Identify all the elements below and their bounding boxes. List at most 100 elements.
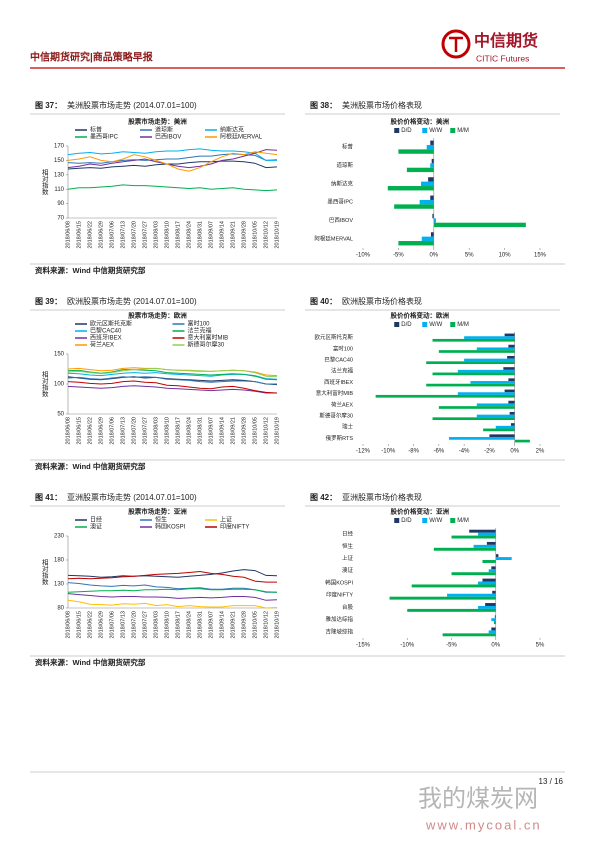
series-line	[67, 582, 277, 593]
bar	[476, 347, 515, 351]
x-tick-label: -4%	[459, 449, 470, 455]
x-tick-label: -6%	[434, 449, 445, 455]
figure-label: 图 40：	[310, 297, 337, 306]
bar	[432, 417, 515, 421]
bar	[464, 336, 515, 339]
x-tick-label: 2018/06/15	[76, 417, 82, 445]
category-label: 荷兰AEX	[331, 400, 353, 408]
y-tick-label: 50	[57, 412, 64, 418]
y-tick-label: 230	[54, 534, 65, 540]
y-axis-label: 相对指数	[40, 168, 48, 197]
y-axis-label: 相对指数	[40, 370, 48, 399]
chart-title: 股价价格变动：美洲	[391, 117, 450, 126]
bar	[483, 428, 515, 432]
category-label: 上证	[342, 554, 354, 562]
legend-label: 纳斯达克	[220, 126, 244, 134]
x-tick-label: 2018/08/10	[164, 417, 170, 445]
x-tick-label: 2018/09/21	[230, 417, 236, 445]
x-tick-label: 2018/09/07	[208, 417, 214, 445]
series-line	[67, 380, 278, 394]
bar	[504, 389, 515, 393]
y-tick-label: 70	[57, 216, 64, 222]
series-line	[67, 149, 278, 169]
page-number: 13 / 16	[539, 777, 564, 786]
x-tick-label: 2018/09/07	[208, 221, 214, 249]
series-line	[67, 570, 277, 583]
x-tick-label: 2018/06/22	[87, 221, 93, 249]
category-label: 西班牙IBEX	[324, 378, 353, 386]
figure-caption: 美洲股票市场价格表现	[342, 100, 422, 110]
x-tick-label: 2018/07/27	[142, 611, 148, 639]
y-tick-label: 90	[57, 201, 64, 207]
category-label: 阿根廷MERVAL	[314, 234, 353, 242]
x-tick-label: 2018/06/22	[87, 611, 93, 639]
x-tick-label: 2018/10/05	[252, 417, 258, 445]
bar	[432, 213, 434, 219]
x-tick-label: 2018/06/22	[87, 417, 93, 445]
watermark-url: www.mycoal.cn	[425, 817, 542, 832]
category-label: 印度NIFTY	[326, 591, 353, 599]
chart-title: 股价价格变动：亚洲	[391, 507, 450, 516]
x-tick-label: -10%	[381, 449, 396, 455]
figure-label: 图 41：	[35, 493, 62, 502]
bar	[504, 333, 515, 337]
x-tick-label: 2018/09/21	[230, 221, 236, 249]
category-label: 澳证	[342, 566, 354, 574]
legend-label: M/M	[457, 518, 469, 524]
figure-caption: 亚洲股票市场走势 (2014.07.01=100)	[67, 492, 197, 502]
series-line	[67, 599, 278, 609]
legend-swatch	[422, 322, 428, 327]
bar	[411, 584, 496, 588]
legend-swatch	[422, 518, 428, 523]
x-tick-label: 2018/10/19	[274, 221, 280, 249]
x-tick-label: 2018/07/06	[109, 221, 115, 249]
x-tick-label: 2018/08/31	[197, 417, 203, 445]
legend-swatch	[394, 128, 400, 133]
x-tick-label: 2018/07/13	[120, 611, 126, 639]
x-tick-label: -5%	[446, 643, 457, 649]
bar	[489, 434, 515, 438]
bar	[398, 241, 434, 246]
x-tick-label: 2018/07/20	[131, 417, 137, 445]
category-label: 标普	[342, 143, 354, 151]
y-tick-label: 100	[54, 382, 65, 388]
figure-caption: 亚洲股票市场价格表现	[342, 492, 422, 502]
bar	[421, 181, 434, 187]
bar	[387, 186, 434, 191]
category-label: 纳斯达克	[331, 179, 354, 187]
x-tick-label: 2018/07/20	[131, 221, 137, 249]
x-tick-label: 2018/10/19	[274, 417, 280, 445]
category-label: 道琼斯	[336, 161, 353, 169]
legend-label: M/M	[457, 322, 469, 328]
category-label: 俄罗斯RTS	[326, 434, 354, 442]
bar	[438, 406, 515, 409]
bar	[407, 608, 496, 612]
series-line	[67, 569, 278, 578]
x-tick-label: 2018/08/24	[186, 221, 192, 249]
legend-label: 荷兰AEX	[90, 341, 114, 349]
bar	[509, 411, 515, 415]
legend-label: 日经	[90, 516, 102, 524]
bar	[389, 596, 496, 600]
legend-swatch	[450, 518, 456, 523]
legend-label: 西班牙IBEX	[90, 334, 122, 342]
legend-label: D/D	[401, 322, 412, 328]
bar	[428, 177, 434, 182]
x-tick-label: 2018/07/06	[109, 417, 115, 445]
series-line	[67, 593, 278, 601]
category-label: 意大利富时MIB	[316, 389, 354, 397]
y-axis-label: 相对指数	[40, 558, 48, 587]
legend-label: 斯德哥尔摩30	[188, 341, 225, 349]
bar	[432, 338, 515, 342]
bar	[492, 590, 496, 594]
bar	[426, 361, 515, 365]
legend-label: 欧元区斯托克斯	[90, 320, 132, 328]
x-tick-label: -10%	[356, 253, 371, 259]
legend-label: 巴黎CAC40	[90, 327, 122, 335]
category-label: 巴西IBOV	[329, 217, 353, 224]
x-tick-label: 2018/10/12	[263, 417, 269, 445]
x-tick-label: 2018/06/08	[65, 611, 71, 639]
bar	[495, 557, 512, 561]
x-tick-label: 15%	[534, 253, 547, 259]
